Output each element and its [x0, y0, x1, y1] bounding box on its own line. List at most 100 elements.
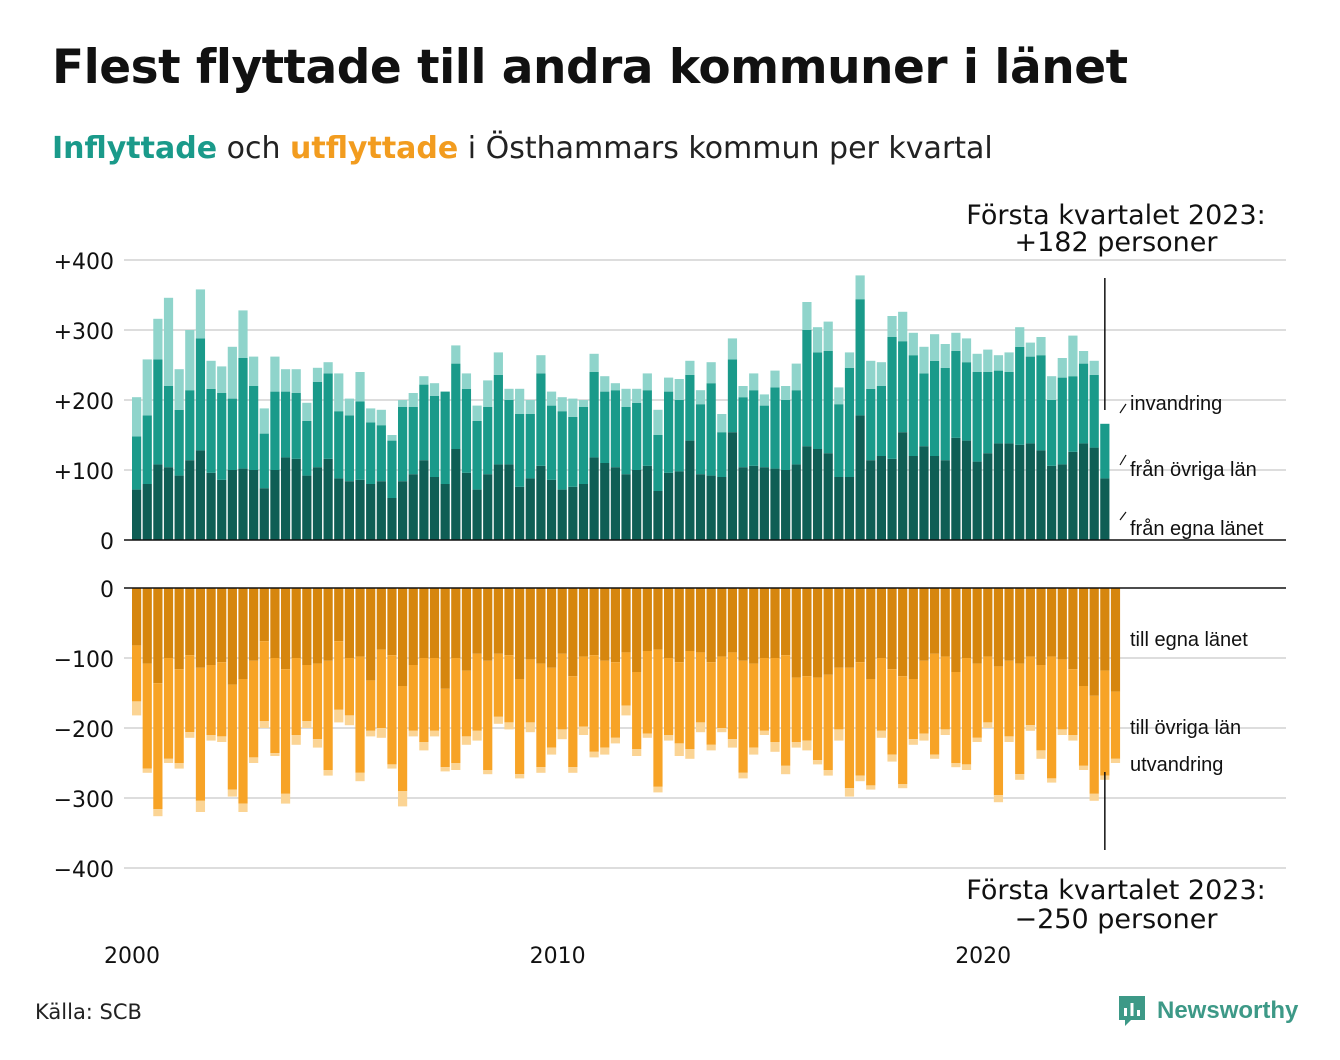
bar-out-ovriga [802, 676, 812, 741]
bar-in-egna [1068, 451, 1078, 540]
bar-out-utvandring [1078, 765, 1089, 770]
x-tick-label: 2010 [530, 944, 586, 969]
utflyttade-bars [132, 588, 1121, 817]
bar-in-ovriga [812, 352, 823, 449]
bar-out-egna [153, 588, 163, 684]
bar-in-ovriga [1089, 374, 1099, 448]
bar-out-egna [951, 588, 961, 672]
bar-in-ovriga [366, 422, 376, 484]
bar-out-ovriga [738, 660, 748, 773]
bar-in-egna [132, 489, 142, 540]
series-label-leader [1119, 403, 1127, 414]
bar-out-egna [993, 588, 1004, 667]
bar-out-ovriga [812, 677, 823, 761]
bar-out-egna [866, 588, 876, 679]
bar-in-invandring [408, 393, 418, 407]
bar-in-ovriga [483, 407, 493, 475]
bar-out-ovriga [855, 662, 865, 776]
series-label: från övriga län [1130, 459, 1257, 481]
bar-in-ovriga [1036, 355, 1046, 451]
bar-in-ovriga [898, 341, 908, 433]
bar-in-egna [993, 443, 1004, 540]
bar-out-ovriga [429, 658, 440, 731]
series-label: till egna länet [1130, 629, 1248, 651]
bar-out-ovriga [695, 652, 706, 723]
bar-out-egna [557, 588, 567, 654]
bar-out-egna [1047, 588, 1057, 657]
y-tick-label-bottom: −400 [54, 858, 114, 883]
bar-in-invandring [823, 321, 833, 351]
bar-in-egna [887, 458, 897, 540]
bar-in-ovriga [504, 400, 514, 465]
bar-out-ovriga [249, 660, 259, 758]
bar-out-egna [504, 588, 514, 656]
bar-in-egna [270, 470, 280, 540]
bar-in-ovriga [302, 421, 312, 476]
bar-in-egna [302, 475, 312, 540]
bar-in-invandring [695, 390, 706, 405]
bar-out-utvandring [504, 722, 514, 730]
bar-out-egna [834, 588, 844, 668]
bar-out-utvandring [642, 733, 652, 738]
bar-out-ovriga [185, 655, 195, 733]
bar-out-utvandring [855, 775, 865, 782]
bar-out-egna [674, 588, 684, 663]
bar-out-utvandring [951, 763, 961, 768]
bar-out-egna [578, 588, 589, 657]
bar-out-egna [163, 588, 174, 658]
bar-out-ovriga [898, 676, 908, 784]
bar-out-ovriga [823, 674, 833, 770]
bar-out-ovriga [600, 660, 610, 748]
series-label: till övriga län [1130, 717, 1241, 739]
bar-in-egna [770, 468, 780, 540]
bar-in-invandring [727, 338, 738, 360]
bar-in-egna [855, 415, 865, 540]
bar-out-egna [653, 588, 663, 650]
bar-out-ovriga [1047, 656, 1057, 779]
bar-in-invandring [132, 397, 142, 437]
bar-in-ovriga [951, 351, 961, 438]
bar-out-utvandring [791, 742, 801, 748]
bar-out-egna [366, 588, 376, 681]
bar-in-invandring [344, 398, 354, 416]
bar-in-ovriga [291, 393, 301, 459]
bar-in-egna [419, 460, 429, 540]
bar-in-invandring [759, 394, 769, 406]
bar-in-ovriga [206, 388, 216, 473]
bar-out-ovriga [1015, 663, 1025, 775]
bar-in-ovriga [930, 360, 940, 456]
bar-in-invandring [589, 353, 599, 372]
bar-in-ovriga [983, 372, 993, 454]
bar-out-ovriga [642, 651, 652, 734]
bar-out-egna [568, 588, 578, 677]
bar-in-invandring [1057, 358, 1067, 378]
bar-out-ovriga [1036, 665, 1046, 751]
bar-out-utvandring [1036, 750, 1046, 759]
y-tick-label-top: 0 [100, 530, 114, 555]
bar-out-egna [132, 588, 142, 646]
bar-in-egna [834, 477, 844, 540]
y-tick-label-bottom: −100 [54, 648, 114, 673]
bar-out-ovriga [525, 659, 535, 723]
bar-in-invandring [866, 360, 876, 389]
bar-out-egna [600, 588, 610, 661]
bar-out-egna [1036, 588, 1046, 665]
bar-in-egna [440, 484, 450, 540]
bar-in-egna [1100, 478, 1110, 540]
bar-in-ovriga [738, 397, 748, 468]
bar-out-ovriga [461, 670, 472, 737]
bar-in-invandring [993, 355, 1004, 371]
bar-out-ovriga [334, 641, 344, 710]
bar-out-ovriga [919, 660, 929, 734]
bar-in-invandring [632, 388, 642, 403]
annotation-top-line2: +182 personer [1014, 227, 1218, 258]
bar-out-utvandring [483, 770, 493, 775]
bar-out-egna [259, 588, 269, 642]
bar-out-egna [217, 588, 227, 663]
bar-in-egna [451, 449, 461, 540]
bar-in-ovriga [823, 351, 833, 454]
bar-out-utvandring [589, 751, 599, 758]
bar-out-utvandring [355, 772, 365, 782]
bar-in-ovriga [376, 425, 386, 482]
bar-in-invandring [908, 332, 918, 356]
